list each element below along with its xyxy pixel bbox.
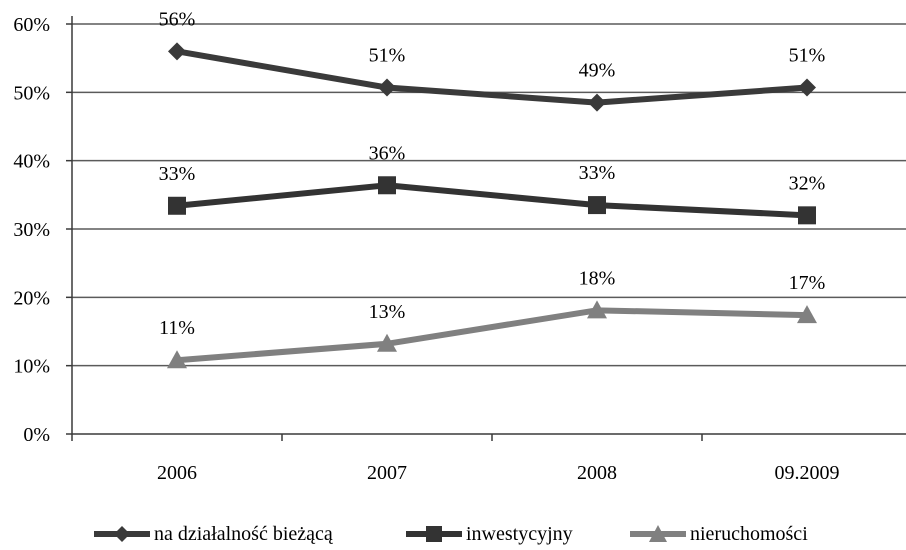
y-tick-label: 50% <box>13 82 50 104</box>
data-label: 56% <box>159 8 196 30</box>
legend-item-series-0: na działalność bieżącą <box>92 518 333 550</box>
data-point-diamond <box>378 78 396 97</box>
legend-swatch-diamond <box>94 526 150 542</box>
data-point-triangle <box>587 300 607 319</box>
y-tick-label: 0% <box>23 424 50 446</box>
data-label: 36% <box>369 142 406 164</box>
data-label: 17% <box>789 272 826 294</box>
data-point-triangle <box>377 333 397 352</box>
data-label: 13% <box>369 301 406 323</box>
line-chart: 0% 10% 20% 30% 40% 50% 60% 2006 2007 2008 09.2009… <box>13 8 906 484</box>
legend-item-series-2: nieruchomości <box>628 518 808 550</box>
y-tick-label: 60% <box>13 14 50 36</box>
legend: na działalność bieżącą inwestycyjny nier… <box>0 518 906 550</box>
data-point-diamond <box>798 78 816 97</box>
data-label: 11% <box>159 317 195 339</box>
legend-item-series-1: inwestycyjny <box>404 518 573 550</box>
y-tick-label: 20% <box>13 287 50 309</box>
data-label: 33% <box>579 162 616 184</box>
x-tick-label: 09.2009 <box>775 462 840 484</box>
series-group <box>167 42 817 369</box>
data-point-triangle <box>167 350 187 369</box>
legend-label: inwestycyjny <box>466 522 573 545</box>
data-label: 51% <box>789 45 826 67</box>
axes <box>66 16 906 441</box>
y-tick-label: 10% <box>13 356 50 378</box>
data-label: 49% <box>579 60 616 82</box>
data-point-square <box>168 196 186 215</box>
y-tick-label: 40% <box>13 151 50 173</box>
data-label: 33% <box>159 163 196 185</box>
data-point-triangle <box>797 305 817 324</box>
series-line-2 <box>174 307 810 364</box>
data-label: 51% <box>369 45 406 67</box>
x-tick-label: 2006 <box>157 462 197 484</box>
x-tick-label: 2007 <box>367 462 407 484</box>
data-point-diamond <box>588 93 606 112</box>
data-point-diamond <box>168 42 186 61</box>
x-tick-label: 2008 <box>577 462 617 484</box>
legend-swatch-triangle <box>630 525 686 542</box>
legend-label: nieruchomości <box>690 522 808 545</box>
data-point-square <box>798 206 816 225</box>
data-point-square <box>378 176 396 195</box>
y-tick-labels: 0% 10% 20% 30% 40% 50% 60% <box>13 14 50 446</box>
y-tick-label: 30% <box>13 219 50 241</box>
data-labels: 56% 51% 49% 51% 33% 36% 33% 32% 11% 13% 18% 17% <box>159 8 826 339</box>
data-label: 18% <box>579 267 616 289</box>
legend-label: na działalność bieżącą <box>154 522 333 545</box>
data-point-square <box>588 196 606 215</box>
series-line-1 <box>174 182 810 219</box>
legend-swatch-square <box>406 526 462 542</box>
series-line-0 <box>174 48 810 106</box>
data-label: 32% <box>789 172 826 194</box>
x-tick-labels: 2006 2007 2008 09.2009 <box>157 462 840 484</box>
